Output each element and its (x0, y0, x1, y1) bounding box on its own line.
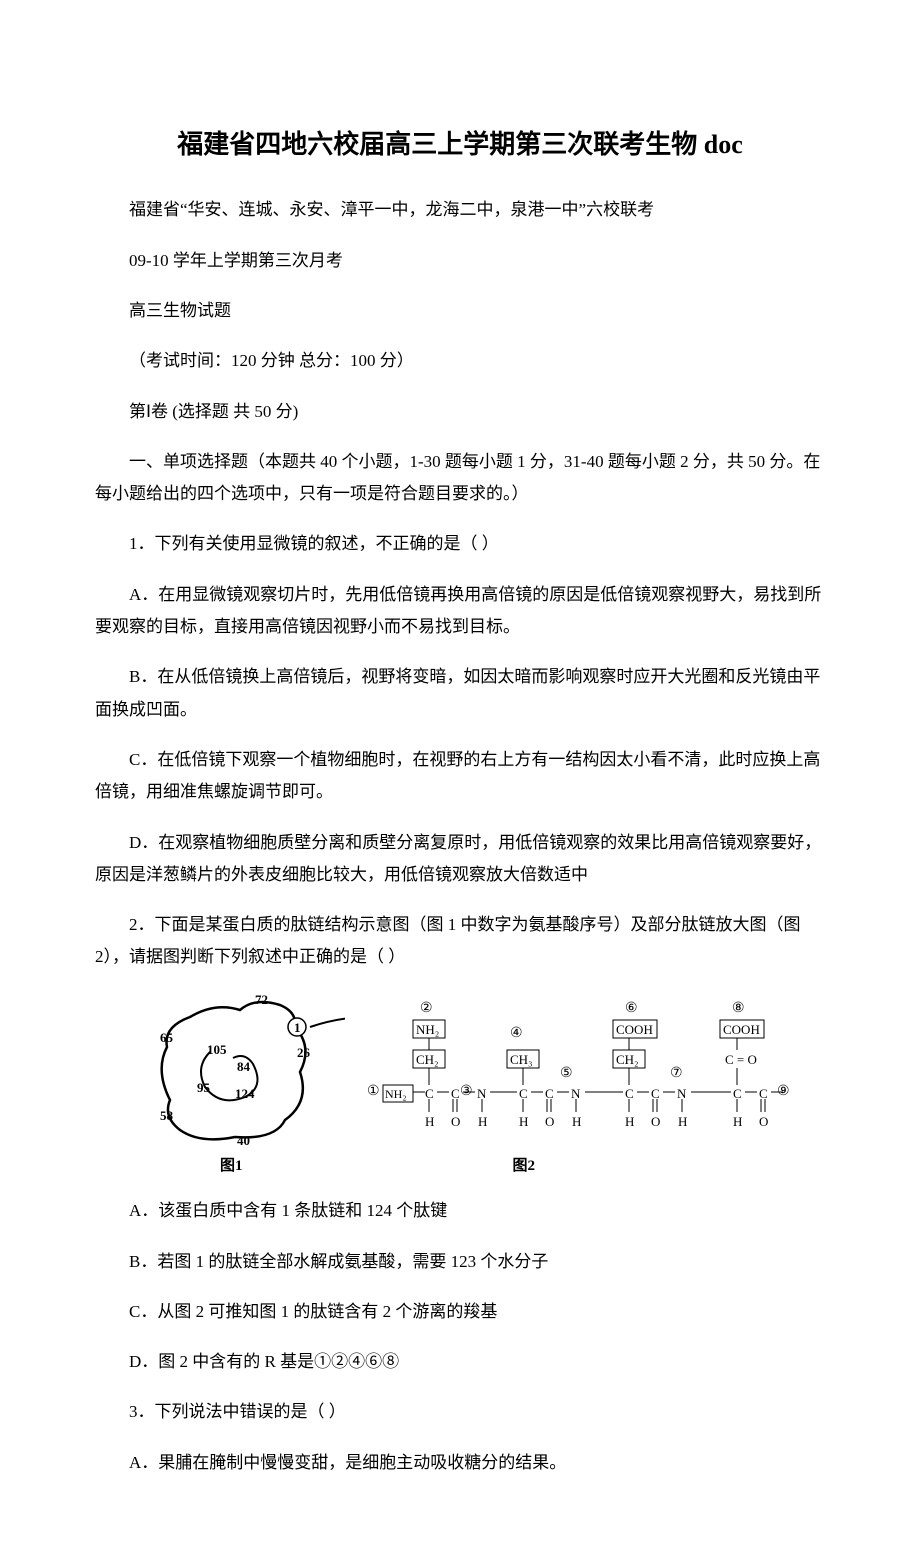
page-title: 福建省四地六校届高三上学期第三次联考生物 doc (95, 120, 825, 169)
svg-text:C: C (651, 1086, 660, 1101)
q1-option-d: D．在观察植物细胞质壁分离和质壁分离复原时，用低倍镜观察的效果比用高倍镜观察要好… (95, 827, 825, 892)
svg-text:NH₂: NH₂ (385, 1087, 407, 1101)
svg-text:O: O (545, 1114, 554, 1129)
svg-text:⑦: ⑦ (670, 1066, 683, 1081)
svg-text:26: 26 (297, 1045, 311, 1060)
subtitle-term: 09-10 学年上学期第三次月考 (95, 245, 825, 277)
subtitle-schools: 福建省“华安、连城、永安、漳平一中，龙海二中，泉港一中”六校联考 (95, 194, 825, 226)
svg-text:H: H (478, 1114, 487, 1129)
svg-text:95: 95 (197, 1080, 211, 1095)
q2-option-b: B．若图 1 的肽链全部水解成氨基酸，需要 123 个水分子 (95, 1246, 825, 1278)
svg-text:H: H (425, 1114, 434, 1129)
svg-text:①: ① (367, 1084, 380, 1099)
svg-text:C: C (625, 1086, 634, 1101)
svg-text:C: C (733, 1086, 742, 1101)
svg-text:⑥: ⑥ (625, 1001, 638, 1016)
svg-text:N: N (677, 1086, 687, 1101)
svg-text:C: C (425, 1086, 434, 1101)
q1-stem: 1．下列有关使用显微镜的叙述，不正确的是（ ） (95, 528, 825, 560)
svg-text:40: 40 (237, 1133, 250, 1147)
svg-text:H: H (625, 1114, 634, 1129)
fig1-label: 图1 (220, 1152, 243, 1181)
svg-text:C: C (759, 1086, 768, 1101)
svg-text:O: O (759, 1114, 768, 1129)
svg-text:124: 124 (235, 1086, 255, 1101)
figure-2-svg: ② ④ ⑥ ⑧ ① ③ ⑤ ⑦ ⑨ NH₂ CH₂ CH₃ COOH CH₂ C… (365, 992, 795, 1147)
svg-text:105: 105 (207, 1042, 227, 1057)
svg-text:⑤: ⑤ (560, 1066, 573, 1081)
svg-text:H: H (519, 1114, 528, 1129)
instructions: 一、单项选择题（本题共 40 个小题，1-30 题每小题 1 分，31-40 题… (95, 446, 825, 511)
q3-stem: 3．下列说法中错误的是（ ） (95, 1396, 825, 1428)
svg-text:CH₂: CH₂ (416, 1052, 439, 1067)
section-label: 第Ⅰ卷 (选择题 共 50 分) (95, 396, 825, 428)
q2-option-a: A．该蛋白质中含有 1 条肽链和 124 个肽键 (95, 1195, 825, 1227)
figure-1-svg: 65 72 1 105 26 84 95 124 58 40 (145, 992, 345, 1147)
svg-text:④: ④ (510, 1026, 523, 1041)
exam-info: （考试时间：120 分钟 总分：100 分） (95, 345, 825, 377)
q1-option-c: C．在低倍镜下观察一个植物细胞时，在视野的右上方有一结构因太小看不清，此时应换上… (95, 744, 825, 809)
svg-text:N: N (571, 1086, 581, 1101)
svg-text:84: 84 (237, 1059, 251, 1074)
q2-stem: 2．下面是某蛋白质的肽链结构示意图（图 1 中数字为氨基酸序号）及部分肽链放大图… (95, 909, 825, 974)
svg-text:72: 72 (255, 992, 268, 1007)
svg-text:H: H (678, 1114, 687, 1129)
svg-text:⑧: ⑧ (732, 1001, 745, 1016)
q2-option-d: D．图 2 中含有的 R 基是①②④⑥⑧ (95, 1346, 825, 1378)
q2-option-c: C．从图 2 可推知图 1 的肽链含有 2 个游离的羧基 (95, 1296, 825, 1328)
q1-option-b: B．在从低倍镜换上高倍镜后，视野将变暗，如因太暗而影响观察时应开大光圈和反光镜由… (95, 661, 825, 726)
svg-text:65: 65 (160, 1030, 174, 1045)
svg-text:C = O: C = O (725, 1052, 757, 1067)
svg-text:C: C (545, 1086, 554, 1101)
q1-option-a: A．在用显微镜观察切片时，先用低倍镜再换用高倍镜的原因是低倍镜观察视野大，易找到… (95, 579, 825, 644)
svg-text:O: O (451, 1114, 460, 1129)
svg-text:1: 1 (294, 1020, 301, 1035)
svg-text:N: N (477, 1086, 487, 1101)
svg-text:H: H (733, 1114, 742, 1129)
svg-text:COOH: COOH (723, 1022, 760, 1037)
svg-text:②: ② (420, 1001, 433, 1016)
subtitle-subject: 高三生物试题 (95, 295, 825, 327)
svg-text:H: H (572, 1114, 581, 1129)
svg-text:O: O (651, 1114, 660, 1129)
svg-text:COOH: COOH (616, 1022, 653, 1037)
svg-text:C: C (519, 1086, 528, 1101)
fig2-label: 图2 (513, 1152, 536, 1181)
svg-text:NH₂: NH₂ (416, 1022, 439, 1037)
svg-text:CH₂: CH₂ (616, 1052, 639, 1067)
svg-text:C: C (451, 1086, 460, 1101)
svg-text:58: 58 (160, 1108, 174, 1123)
svg-text:CH₃: CH₃ (510, 1052, 533, 1067)
q3-option-a: A．果脯在腌制中慢慢变甜，是细胞主动吸收糖分的结果。 (95, 1447, 825, 1479)
figure-container: 65 72 1 105 26 84 95 124 58 40 ② ④ ⑥ ⑧ ①… (145, 992, 825, 1181)
